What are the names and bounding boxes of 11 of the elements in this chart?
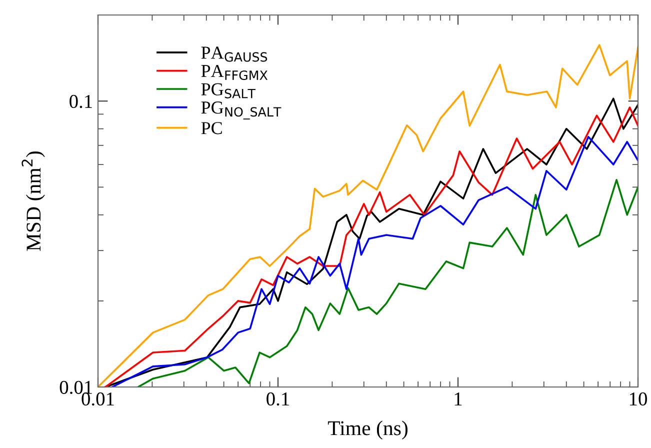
x-axis-title: Time (ns) — [328, 420, 408, 440]
y-axis-title: MSD (nm$^{2}$) — [22, 152, 45, 251]
legend-label: PA$_{GAUSS}$ — [201, 46, 268, 62]
x-tick-label: 10 — [630, 392, 647, 406]
x-tick-label: 0.01 — [82, 392, 114, 406]
x-tick-label: 1 — [454, 392, 462, 406]
legend-label: PG$_{NO_SALT}$ — [201, 102, 282, 120]
legend-label: PG$_{SALT}$ — [201, 83, 256, 98]
legend-label: PC — [201, 122, 222, 134]
legend-label: PA$_{FFGMX}$ — [201, 64, 268, 80]
x-tick-label: 0.1 — [266, 392, 289, 406]
